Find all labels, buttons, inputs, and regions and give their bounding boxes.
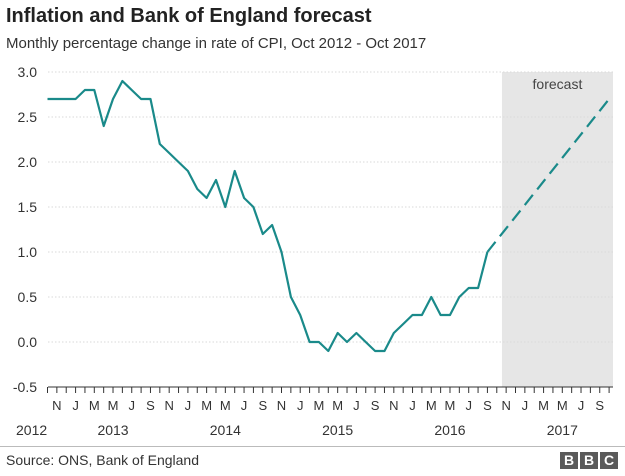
y-tick-label: 2.5 <box>18 109 38 125</box>
x-tick-label: J <box>522 398 529 413</box>
cpi-line <box>47 79 489 353</box>
chart-title: Inflation and Bank of England forecast <box>6 5 372 27</box>
x-year-label: 2015 <box>322 422 353 438</box>
y-tick-label: 0.0 <box>18 334 38 350</box>
x-year-label: 2012 <box>16 422 47 438</box>
x-tick-label: S <box>371 398 380 413</box>
x-tick-label: J <box>241 398 248 413</box>
x-tick-label: J <box>297 398 304 413</box>
x-tick-label: N <box>501 398 510 413</box>
x-tick-label: S <box>146 398 155 413</box>
x-tick-label: M <box>538 398 549 413</box>
bbc-logo-letter: B <box>560 452 578 469</box>
x-tick-label: N <box>52 398 61 413</box>
x-tick-label: M <box>332 398 343 413</box>
x-tick-label: J <box>465 398 472 413</box>
x-tick-label: J <box>72 398 79 413</box>
x-year-label: 2016 <box>434 422 465 438</box>
x-tick-label: M <box>426 398 437 413</box>
y-tick-label: 1.5 <box>18 199 38 215</box>
forecast-label: forecast <box>533 76 583 92</box>
x-year-label: 2013 <box>97 422 128 438</box>
x-tick-label: M <box>108 398 119 413</box>
x-tick-label: J <box>578 398 585 413</box>
forecast-line <box>486 98 610 253</box>
x-tick-label: N <box>164 398 173 413</box>
x-tick-label: J <box>128 398 135 413</box>
x-tick-label: J <box>409 398 416 413</box>
source-note: Source: ONS, Bank of England <box>6 452 199 468</box>
x-year-label: 2014 <box>210 422 241 438</box>
forecast-band-layer: forecast <box>501 72 613 387</box>
y-tick-label: -0.5 <box>13 379 37 395</box>
chart-subtitle: Monthly percentage change in rate of CPI… <box>6 35 427 52</box>
y-tick-label: 0.5 <box>18 289 38 305</box>
y-axis-labels: -0.5 0.0 0.5 1.0 1.5 2.0 2.5 3.0 <box>13 64 37 395</box>
x-tick-label: M <box>201 398 212 413</box>
bbc-logo-letter: B <box>580 452 598 469</box>
x-tick-label: J <box>185 398 192 413</box>
series-lines <box>47 79 610 353</box>
x-tick-label: S <box>483 398 492 413</box>
bbc-logo: B B C <box>560 452 618 469</box>
x-tick-label: N <box>277 398 286 413</box>
x-tick-label: N <box>389 398 398 413</box>
x-tick-label: S <box>258 398 267 413</box>
x-tick-label: M <box>557 398 568 413</box>
forecast-band <box>501 72 613 387</box>
y-tick-label: 2.0 <box>18 154 38 170</box>
x-tick-label: S <box>595 398 604 413</box>
x-tick-label: M <box>220 398 231 413</box>
x-tick-label: M <box>314 398 325 413</box>
footer-divider <box>0 446 625 447</box>
x-tick-label: M <box>89 398 100 413</box>
x-tick-label: J <box>353 398 360 413</box>
x-year-label: 2017 <box>547 422 578 438</box>
x-tick-label: M <box>445 398 456 413</box>
y-tick-label: 3.0 <box>18 64 38 80</box>
bbc-logo-letter: C <box>600 452 618 469</box>
y-tick-label: 1.0 <box>18 244 38 260</box>
